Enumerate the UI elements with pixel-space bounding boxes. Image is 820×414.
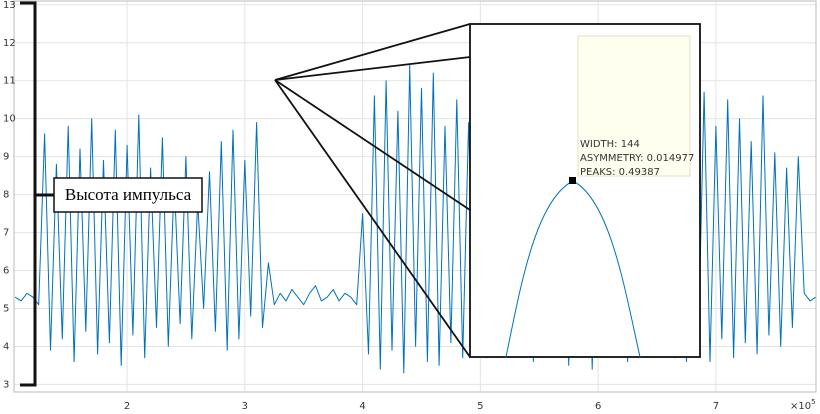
- height-bracket: [20, 1, 54, 387]
- zoom-line: [274, 79, 471, 211]
- datatip-text: ASYMMETRY: 0.014977: [580, 153, 694, 164]
- x-tick-label: 3: [242, 401, 248, 412]
- x-multiplier: ×105: [790, 398, 816, 412]
- y-tick-label: 13: [3, 0, 16, 11]
- x-tick-label: 7: [713, 401, 719, 412]
- x-tick-label: 2: [124, 401, 130, 412]
- bracket-shape: [20, 1, 37, 387]
- y-tick-label: 11: [3, 76, 16, 87]
- y-tick-label: 3: [3, 379, 9, 390]
- zoom-line: [274, 56, 471, 81]
- datatip-box: [577, 35, 691, 177]
- y-tick-label: 9: [3, 152, 9, 163]
- x-multiplier-exp: 5: [811, 398, 815, 406]
- x-tick-label: 6: [595, 401, 601, 412]
- y-tick-label: 6: [3, 266, 9, 277]
- plot-frame: [13, 0, 817, 393]
- annotation-box: [53, 177, 203, 213]
- datatip-marker: [569, 177, 576, 184]
- y-tick-label: 10: [3, 114, 16, 125]
- zoom-line: [274, 79, 471, 358]
- x-multiplier-base: ×10: [790, 401, 811, 412]
- zoom-line: [274, 23, 471, 81]
- datatip-text: PEAKS: 0.49387: [580, 167, 660, 178]
- datatip-text: WIDTH: 144: [580, 139, 640, 150]
- y-tick-label: 12: [3, 38, 16, 49]
- y-tick-label: 8: [3, 190, 9, 201]
- y-tick-label: 5: [3, 303, 9, 314]
- y-tick-label: 4: [3, 341, 9, 352]
- y-tick-label: 7: [3, 228, 9, 239]
- annotation-label: Высота импульса: [65, 185, 192, 204]
- zoom-lines: [274, 23, 471, 358]
- x-tick-label: 5: [477, 401, 483, 412]
- x-tick-label: 4: [359, 401, 365, 412]
